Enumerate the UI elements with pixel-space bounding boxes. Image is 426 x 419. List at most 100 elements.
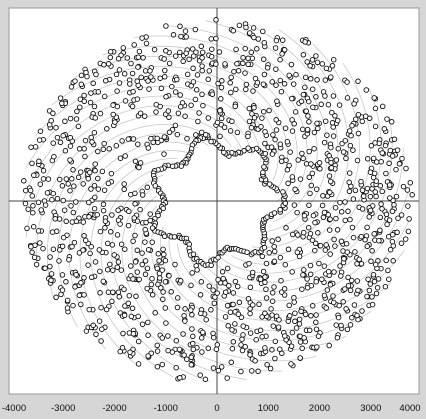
data-point: [271, 248, 278, 255]
data-point: [184, 135, 190, 142]
data-point: [348, 277, 355, 284]
data-point: [188, 362, 195, 368]
data-point: [145, 319, 151, 326]
data-point: [29, 249, 35, 256]
data-point: [208, 262, 214, 269]
data-point: [293, 71, 299, 78]
data-point: [181, 352, 187, 358]
data-point: [400, 183, 407, 190]
data-point: [313, 319, 319, 326]
data-point: [264, 361, 270, 368]
data-point: [138, 74, 144, 81]
data-point: [54, 195, 61, 202]
data-point: [329, 109, 335, 116]
x-tick-label: -2000: [102, 403, 126, 414]
data-point: [267, 365, 274, 372]
orbit-path: [21, 95, 253, 204]
data-point: [70, 167, 76, 173]
data-point: [383, 170, 389, 177]
data-point: [319, 202, 326, 209]
data-point: [199, 67, 205, 74]
data-point: [160, 296, 166, 303]
data-point: [259, 334, 265, 340]
data-point: [330, 133, 337, 139]
data-point: [149, 225, 156, 231]
data-point: [272, 136, 278, 143]
data-point: [159, 267, 165, 273]
x-tick-label: -3000: [51, 403, 75, 414]
data-point: [297, 176, 304, 182]
data-point: [172, 53, 179, 59]
data-point: [213, 346, 220, 352]
data-point: [91, 182, 98, 189]
data-point: [340, 299, 346, 305]
data-point: [42, 265, 48, 271]
data-point: [25, 206, 31, 212]
data-point: [250, 88, 256, 94]
data-point: [330, 93, 337, 99]
data-point: [389, 208, 396, 215]
data-point: [345, 283, 352, 289]
data-point: [295, 157, 301, 163]
data-point: [333, 157, 340, 163]
data-point: [182, 306, 188, 312]
x-tick-label: 1000: [258, 403, 279, 414]
data-point: [135, 313, 141, 320]
data-point: [165, 347, 171, 354]
data-point: [258, 123, 264, 130]
data-point: [159, 335, 166, 341]
data-point: [140, 55, 146, 61]
data-point: [229, 118, 235, 125]
data-point: [322, 247, 329, 253]
data-point: [199, 91, 205, 98]
data-point: [73, 218, 80, 225]
data-point: [30, 209, 36, 216]
data-point: [329, 63, 336, 69]
data-point: [382, 283, 389, 290]
data-point: [66, 256, 72, 263]
data-point: [139, 321, 146, 327]
data-point: [130, 331, 137, 337]
data-point: [166, 273, 172, 279]
data-point: [166, 114, 172, 121]
data-point: [132, 190, 138, 197]
data-point: [28, 144, 34, 150]
data-point: [76, 292, 83, 299]
data-point: [147, 211, 153, 217]
data-point: [33, 261, 40, 268]
data-point: [202, 131, 209, 138]
data-point: [36, 137, 43, 143]
data-point: [313, 94, 319, 100]
data-point: [74, 108, 80, 115]
data-point: [263, 260, 270, 267]
data-point: [379, 150, 386, 156]
data-point: [247, 284, 254, 291]
x-tick-label: -4000: [2, 403, 26, 414]
data-point: [286, 162, 292, 169]
data-point: [224, 375, 230, 381]
data-point: [371, 95, 377, 101]
data-point: [95, 148, 101, 155]
data-point: [67, 157, 73, 163]
data-point: [199, 349, 205, 355]
data-point: [260, 108, 267, 115]
data-point: [282, 333, 288, 339]
data-point: [335, 145, 342, 152]
data-point: [59, 100, 65, 107]
data-point: [230, 28, 237, 34]
data-point: [385, 267, 391, 274]
data-point: [316, 160, 323, 166]
data-point: [372, 123, 379, 130]
data-point: [355, 78, 361, 85]
data-point: [271, 210, 278, 216]
data-point: [329, 120, 336, 126]
data-point: [327, 282, 334, 288]
data-point: [246, 105, 253, 112]
orbit-path: [205, 20, 329, 232]
data-point: [142, 68, 149, 74]
data-point: [142, 271, 149, 278]
data-point: [105, 61, 112, 67]
data-point: [216, 49, 223, 55]
data-point: [128, 313, 135, 320]
data-point: [84, 73, 90, 80]
